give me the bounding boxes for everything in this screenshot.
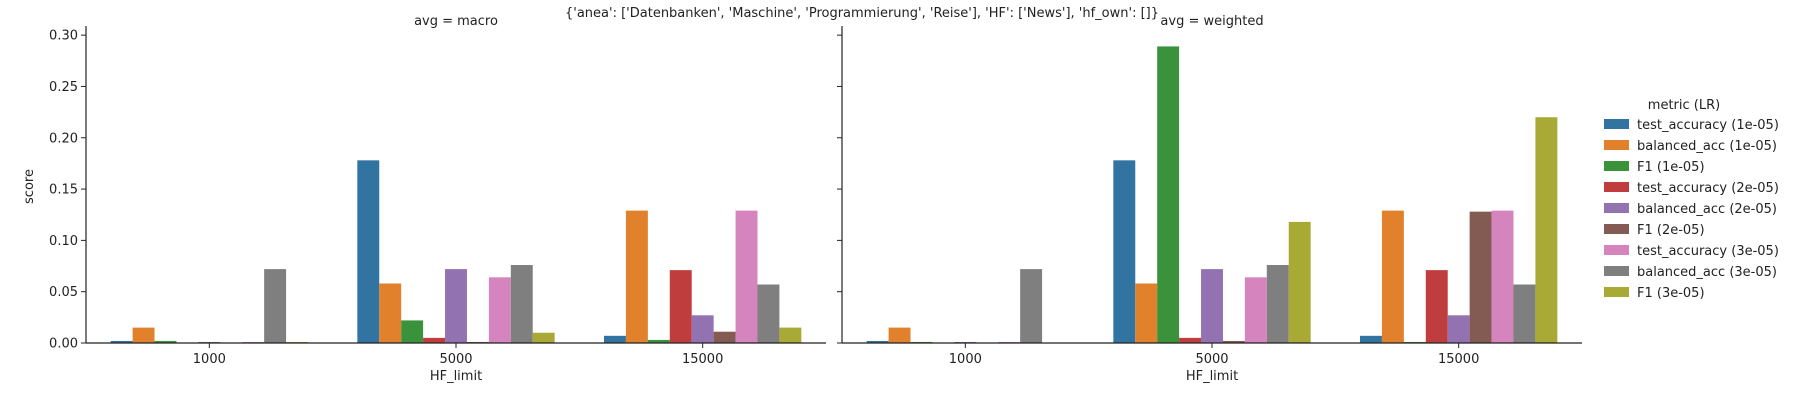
y-tick-label: 0.10: [49, 234, 78, 249]
legend-swatch: [1604, 266, 1629, 276]
bar-macro-5000-series-3: [423, 337, 446, 343]
x-tick-label: 1000: [949, 352, 982, 367]
bar-macro-15000-series-1: [625, 210, 648, 343]
panel-title-weighted: avg = weighted: [1160, 14, 1263, 29]
legend-title: metric (LR): [1648, 98, 1720, 113]
bar-macro-15000-series-3: [669, 270, 692, 343]
bar-macro-15000-series-8: [779, 327, 802, 343]
y-tick-label: 0.25: [49, 80, 78, 95]
y-tick-label: 0.30: [49, 29, 78, 44]
bar-macro-1000-series-0: [110, 340, 133, 343]
bar-weighted-15000-series-1: [1381, 210, 1404, 343]
bar-macro-1000-series-2: [154, 340, 177, 343]
panel-macro: avg = macro score HF_limit 0.00 0.05 0.10 0…: [22, 14, 826, 384]
bar-weighted-15000-series-3: [1425, 270, 1448, 343]
bar-macro-15000-series-4: [691, 315, 714, 343]
bar-macro-5000-series-1: [379, 283, 402, 343]
bar-weighted-5000-series-2: [1157, 46, 1180, 344]
legend: metric (LR) test_accuracy (1e-05) balance…: [1604, 98, 1779, 301]
legend-item-label: balanced_acc (1e-05): [1637, 139, 1777, 154]
bar-weighted-15000-series-7: [1513, 284, 1536, 343]
x-tick-label: 5000: [439, 352, 472, 367]
legend-item-label: test_accuracy (2e-05): [1637, 181, 1779, 196]
bar-macro-15000-series-6: [735, 210, 758, 343]
y-tick-label: 0.20: [49, 131, 78, 146]
bar-weighted-1000-series-1: [888, 327, 911, 343]
legend-item-label: F1 (2e-05): [1637, 223, 1705, 238]
x-tick-label: 15000: [1438, 352, 1479, 367]
bar-weighted-5000-series-3: [1179, 337, 1202, 343]
bar-weighted-15000-series-8: [1535, 117, 1558, 343]
bar-weighted-15000-series-5: [1469, 211, 1492, 343]
y-tick-label: 0.00: [49, 337, 78, 352]
bar-macro-5000-series-7: [510, 265, 533, 343]
bar-weighted-5000-series-8: [1288, 221, 1311, 343]
bar-macro-15000-series-2: [647, 339, 670, 343]
legend-swatch: [1604, 287, 1629, 297]
legend-swatch: [1604, 224, 1629, 234]
x-tick-label: 5000: [1195, 352, 1228, 367]
bar-weighted-5000-series-1: [1135, 283, 1158, 343]
bar-macro-5000-series-4: [445, 269, 467, 343]
bar-macro-15000-series-7: [757, 284, 780, 343]
panel-title-macro: avg = macro: [414, 14, 498, 29]
panel-weighted: avg = weighted HF_limit 1000 5000 15000: [837, 14, 1582, 384]
bar-macro-15000-series-5: [713, 331, 736, 343]
legend-swatch: [1604, 245, 1629, 255]
legend-swatch: [1604, 203, 1629, 213]
bar-weighted-15000-series-0: [1360, 335, 1382, 343]
bar-macro-5000-series-2: [401, 320, 424, 343]
bar-weighted-5000-series-5: [1222, 340, 1245, 343]
bar-weighted-5000-series-7: [1266, 265, 1289, 343]
legend-item-label: F1 (1e-05): [1637, 160, 1705, 175]
x-axis-label-weighted: HF_limit: [1186, 369, 1238, 384]
legend-item-label: test_accuracy (3e-05): [1637, 244, 1779, 259]
bar-weighted-1000-series-7: [1020, 269, 1043, 343]
y-tick-label: 0.05: [49, 285, 78, 300]
bar-weighted-5000-series-6: [1244, 277, 1267, 343]
bar-weighted-5000-series-0: [1113, 160, 1136, 343]
bar-macro-5000-series-0: [357, 160, 380, 343]
bar-weighted-15000-series-6: [1491, 210, 1514, 343]
bar-macro-1000-series-7: [264, 269, 287, 343]
bar-macro-15000-series-0: [604, 335, 626, 343]
bar-macro-1000-series-1: [132, 327, 155, 343]
legend-swatch: [1604, 161, 1629, 171]
x-axis-label-macro: HF_limit: [430, 369, 482, 384]
legend-swatch: [1604, 140, 1629, 150]
legend-swatch: [1604, 119, 1629, 129]
bar-macro-5000-series-8: [532, 332, 555, 343]
x-tick-label: 1000: [193, 352, 226, 367]
bar-weighted-1000-series-0: [866, 340, 889, 343]
x-tick-label: 15000: [682, 352, 723, 367]
legend-item-label: balanced_acc (2e-05): [1637, 202, 1777, 217]
bar-weighted-15000-series-4: [1447, 315, 1470, 343]
figure-suptitle: {'anea': ['Datenbanken', 'Maschine', 'Pr…: [565, 6, 1159, 21]
legend-item-label: test_accuracy (1e-05): [1637, 118, 1779, 133]
bar-weighted-5000-series-4: [1201, 269, 1223, 343]
legend-item-label: balanced_acc (3e-05): [1637, 265, 1777, 280]
y-axis-label: score: [22, 169, 37, 204]
legend-item-label: F1 (3e-05): [1637, 286, 1705, 301]
legend-swatch: [1604, 182, 1629, 192]
y-tick-label: 0.15: [49, 183, 78, 198]
bar-macro-5000-series-6: [488, 277, 511, 343]
